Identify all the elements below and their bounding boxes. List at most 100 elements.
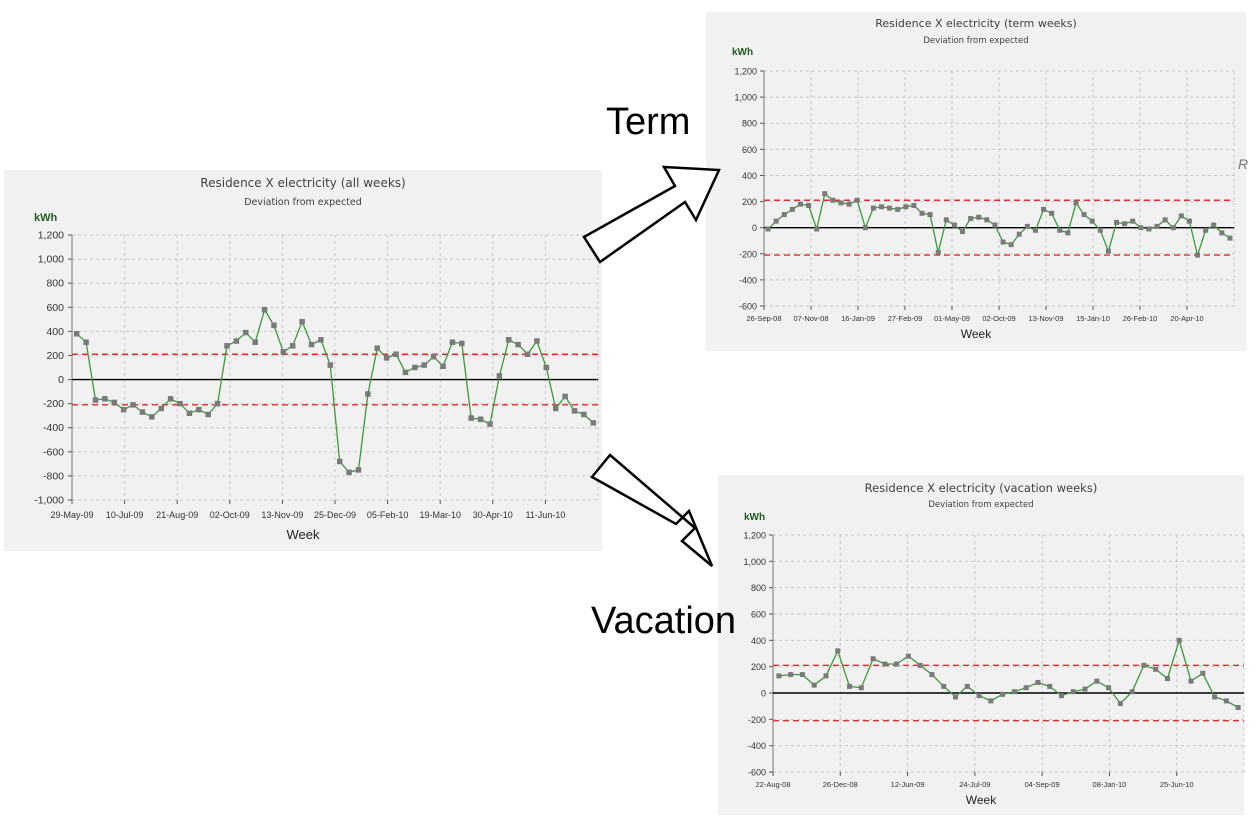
data-point (318, 337, 324, 343)
data-point (224, 343, 230, 349)
data-point (562, 393, 568, 400)
data-point (430, 353, 437, 360)
arrow-to-vacation-shape (590, 453, 714, 567)
data-point (953, 694, 959, 700)
data-point (1227, 235, 1233, 241)
chart-plot-all-weeks: -1,000 -800 -600 -400 -200 0 200 400 600 800 1,000… (34, 230, 599, 520)
data-point (858, 685, 864, 691)
data-point (289, 343, 296, 349)
data-point (1047, 683, 1053, 689)
data-point (765, 226, 771, 232)
data-point (1138, 225, 1144, 231)
x-tick-label: 26-Sep-08 (746, 314, 781, 323)
data-point (799, 672, 805, 678)
y-tick-label: -200 (748, 715, 766, 725)
data-point (468, 415, 474, 421)
x-tick-label: 26-Feb-10 (1123, 314, 1158, 323)
data-point (879, 204, 884, 210)
y-tick-label: 400 (742, 171, 757, 181)
y-tick-label: 800 (751, 583, 766, 593)
data-point (1162, 217, 1168, 223)
x-tick-label: 08-Jan-10 (1093, 780, 1127, 789)
data-point (806, 202, 812, 208)
data-point (929, 672, 935, 678)
x-tick-label: 07-Nov-08 (793, 314, 828, 323)
data-point (887, 205, 893, 211)
data-point (327, 362, 334, 368)
y-tick-label: -800 (43, 470, 64, 482)
data-point (1219, 230, 1225, 236)
data-point (1154, 223, 1160, 229)
data-point (402, 369, 409, 376)
data-point (1129, 689, 1135, 695)
data-point (773, 218, 779, 224)
y-tick-label: -200 (739, 249, 757, 259)
y-tick-label: 400 (751, 636, 766, 646)
data-point (943, 217, 949, 223)
data-point (477, 416, 484, 423)
x-tick-label: 04-Sep-09 (1025, 780, 1060, 789)
data-point (1057, 227, 1063, 233)
data-point (459, 340, 465, 347)
y-tick-label: 1,000 (38, 254, 64, 266)
y-tick-label: 400 (46, 326, 64, 338)
data-point (196, 406, 202, 413)
data-point (1081, 212, 1087, 218)
y-tick-label: -400 (739, 275, 757, 285)
x-tick-label: 22-Aug-08 (755, 780, 790, 789)
x-tick-label: 16-Jan-09 (841, 314, 875, 323)
data-point (365, 391, 371, 397)
x-tick-label: 05-Feb-10 (367, 510, 409, 520)
chart-panel-vacation-weeks: Residence X electricity (vacation weeks)… (718, 475, 1245, 815)
data-point (1041, 206, 1047, 212)
y-tick-label: 600 (46, 302, 64, 314)
data-point (1235, 704, 1241, 710)
data-point (838, 200, 844, 206)
series-line (767, 192, 1231, 258)
data-point (1117, 701, 1123, 707)
data-point (73, 331, 80, 337)
data-point (534, 338, 540, 344)
data-point (1212, 694, 1218, 700)
y-tick-label: 1,000 (743, 557, 766, 567)
data-point (870, 205, 876, 211)
data-point (130, 402, 136, 408)
data-point (862, 225, 868, 231)
data-point (449, 339, 456, 345)
x-tick-label: 20-Apr-10 (1170, 314, 1203, 323)
chart-title: Residence X electricity (vacation weeks) (864, 481, 1098, 495)
data-point (412, 364, 418, 371)
x-tick-label: 21-Aug-09 (156, 510, 198, 520)
y-tick-label: -1,000 (34, 495, 64, 507)
data-point (835, 648, 841, 654)
data-point (167, 396, 174, 402)
x-tick-label: 10-Jul-09 (106, 510, 144, 520)
data-point (1114, 219, 1119, 225)
data-point (814, 226, 820, 232)
data-point (797, 201, 803, 207)
y-tick-label: 800 (46, 278, 64, 290)
data-point (243, 329, 249, 336)
data-point (440, 363, 446, 370)
data-point (393, 351, 399, 357)
data-point (186, 410, 193, 417)
term-label: Term (606, 101, 691, 143)
data-point (968, 216, 974, 222)
data-point (205, 411, 211, 418)
data-point (1089, 218, 1095, 224)
chart-subtitle: Deviation from expected (244, 197, 362, 208)
data-point (789, 206, 795, 212)
data-point (1073, 200, 1079, 206)
data-point (158, 405, 164, 412)
data-point (822, 191, 828, 197)
x-tick-label: 13-Nov-09 (261, 510, 303, 520)
data-point (139, 409, 146, 415)
data-point (252, 339, 258, 345)
chart-subtitle: Deviation from expected (928, 500, 1034, 510)
data-point (927, 212, 933, 218)
x-axis-label: Week (286, 527, 320, 542)
data-point (776, 673, 782, 679)
data-point (854, 197, 860, 203)
data-point (823, 673, 829, 679)
x-axis-label: Week (960, 327, 992, 341)
